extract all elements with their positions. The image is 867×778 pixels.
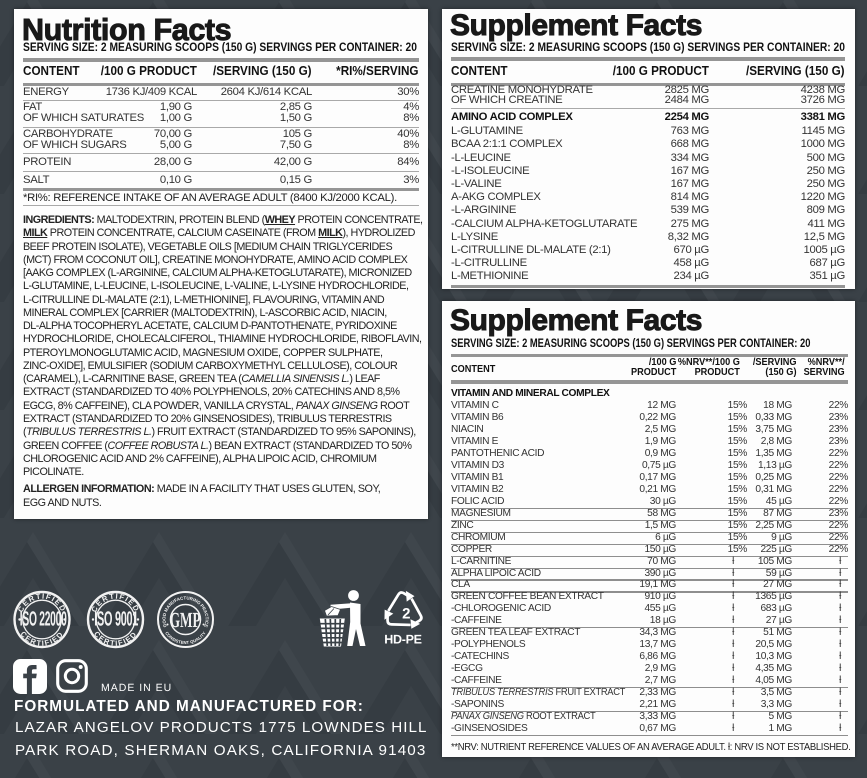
svg-text:GMP: GMP bbox=[170, 608, 201, 632]
svg-text:ISO 22000: ISO 22000 bbox=[20, 607, 67, 630]
svg-text:MADE IN EU: MADE IN EU bbox=[101, 682, 172, 694]
svg-text:ISO 9001: ISO 9001 bbox=[94, 607, 138, 630]
svg-text:2: 2 bbox=[402, 606, 410, 623]
svg-text:HD-PE: HD-PE bbox=[384, 633, 421, 647]
